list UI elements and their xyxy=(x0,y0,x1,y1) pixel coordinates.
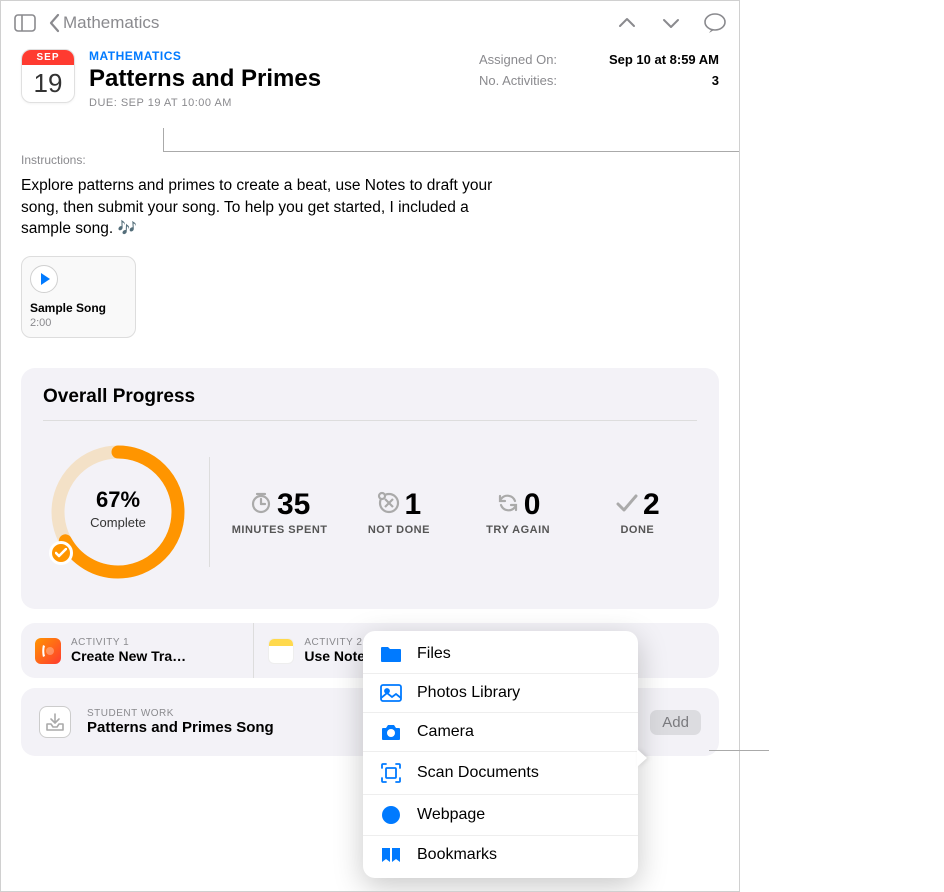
stat-value: 0 xyxy=(524,488,541,522)
stat-done: 2 DONE xyxy=(578,488,697,536)
activities-count-label: No. Activities: xyxy=(479,73,557,88)
popover-item-scan-documents[interactable]: Scan Documents xyxy=(363,752,638,795)
scan-icon xyxy=(379,762,403,784)
student-work-title: Patterns and Primes Song xyxy=(87,719,274,736)
student-work-label: STUDENT WORK xyxy=(87,708,274,719)
assignment-meta: Assigned On: Sep 10 at 8:59 AM No. Activ… xyxy=(479,49,719,109)
attachment-sample-song[interactable]: Sample Song 2:00 xyxy=(21,256,136,338)
back-label: Mathematics xyxy=(63,13,159,33)
popover-item-photos-library[interactable]: Photos Library xyxy=(363,674,638,713)
popover-item-label: Scan Documents xyxy=(417,764,539,782)
popover-item-bookmarks[interactable]: Bookmarks xyxy=(363,836,638,874)
stat-value: 1 xyxy=(405,488,422,522)
assigned-on-label: Assigned On: xyxy=(479,52,557,67)
check-icon xyxy=(615,491,639,520)
chevron-up-icon[interactable] xyxy=(615,11,639,35)
activity-1-title: Create New Tra… xyxy=(71,648,186,664)
comment-icon[interactable] xyxy=(703,11,727,35)
play-icon[interactable] xyxy=(30,265,58,293)
notes-icon xyxy=(268,638,294,664)
sidebar-toggle-icon[interactable] xyxy=(13,11,37,35)
camera-icon xyxy=(379,723,403,741)
stat-value: 35 xyxy=(277,488,310,522)
popover-item-label: Camera xyxy=(417,723,474,741)
stat-try-again: 0 TRY AGAIN xyxy=(459,488,578,536)
clock-icon xyxy=(249,491,273,520)
inbox-download-icon xyxy=(39,706,71,738)
progress-percent: 67% xyxy=(43,487,193,513)
popover-item-camera[interactable]: Camera xyxy=(363,713,638,752)
popover-item-label: Webpage xyxy=(417,806,485,824)
calendar-badge: SEP 19 xyxy=(21,49,75,103)
activities-count-value: 3 xyxy=(712,73,719,88)
assignment-title: Patterns and Primes xyxy=(89,65,465,93)
add-button[interactable]: Add xyxy=(650,710,701,735)
activity-1-label: ACTIVITY 1 xyxy=(71,637,186,648)
garageband-icon xyxy=(35,638,61,664)
popover-item-label: Files xyxy=(417,645,451,663)
photo-icon xyxy=(379,684,403,702)
calendar-day: 19 xyxy=(34,65,63,101)
stat-not-done: 1 NOT DONE xyxy=(339,488,458,536)
progress-title: Overall Progress xyxy=(43,386,697,408)
back-button[interactable]: Mathematics xyxy=(49,13,159,33)
add-source-popover: Files Photos Library Camera Scan Documents W… xyxy=(363,631,638,878)
calendar-month: SEP xyxy=(22,50,74,65)
assigned-on-value: Sep 10 at 8:59 AM xyxy=(609,52,719,67)
popover-item-label: Photos Library xyxy=(417,684,520,702)
safari-icon xyxy=(379,805,403,825)
stat-label: TRY AGAIN xyxy=(459,524,578,536)
instructions-label: Instructions: xyxy=(21,153,719,167)
progress-donut: 67% Complete xyxy=(43,437,193,587)
stat-value: 2 xyxy=(643,488,660,522)
toolbar: Mathematics xyxy=(1,1,739,45)
folder-icon xyxy=(379,645,403,663)
popover-item-label: Bookmarks xyxy=(417,846,497,864)
due-line: DUE: SEP 19 AT 10:00 AM xyxy=(89,97,465,109)
stat-minutes-spent: 35 MINUTES SPENT xyxy=(220,488,339,536)
app-frame: Mathematics SEP 19 MATHEMATICS Patterns … xyxy=(0,0,740,892)
check-badge-icon xyxy=(49,541,73,565)
activity-1[interactable]: ACTIVITY 1 Create New Tra… xyxy=(21,623,254,678)
subject-link[interactable]: MATHEMATICS xyxy=(89,49,465,63)
instructions-section: Instructions: Explore patterns and prime… xyxy=(1,109,739,240)
stat-label: NOT DONE xyxy=(339,524,458,536)
instructions-body: Explore patterns and primes to create a … xyxy=(21,175,501,240)
refresh-icon xyxy=(496,491,520,520)
assignment-header: SEP 19 MATHEMATICS Patterns and Primes D… xyxy=(1,45,739,109)
overall-progress-card: Overall Progress 67% Complete 35 MINUTES … xyxy=(21,368,719,609)
attachment-title: Sample Song xyxy=(30,301,127,315)
stat-label: MINUTES SPENT xyxy=(220,524,339,536)
bookmark-icon xyxy=(379,846,403,864)
notdone-icon xyxy=(377,491,401,520)
stat-label: DONE xyxy=(578,524,697,536)
progress-complete-label: Complete xyxy=(43,515,193,530)
chevron-down-icon[interactable] xyxy=(659,11,683,35)
popover-item-files[interactable]: Files xyxy=(363,635,638,674)
attachment-duration: 2:00 xyxy=(30,317,127,329)
popover-item-webpage[interactable]: Webpage xyxy=(363,795,638,836)
